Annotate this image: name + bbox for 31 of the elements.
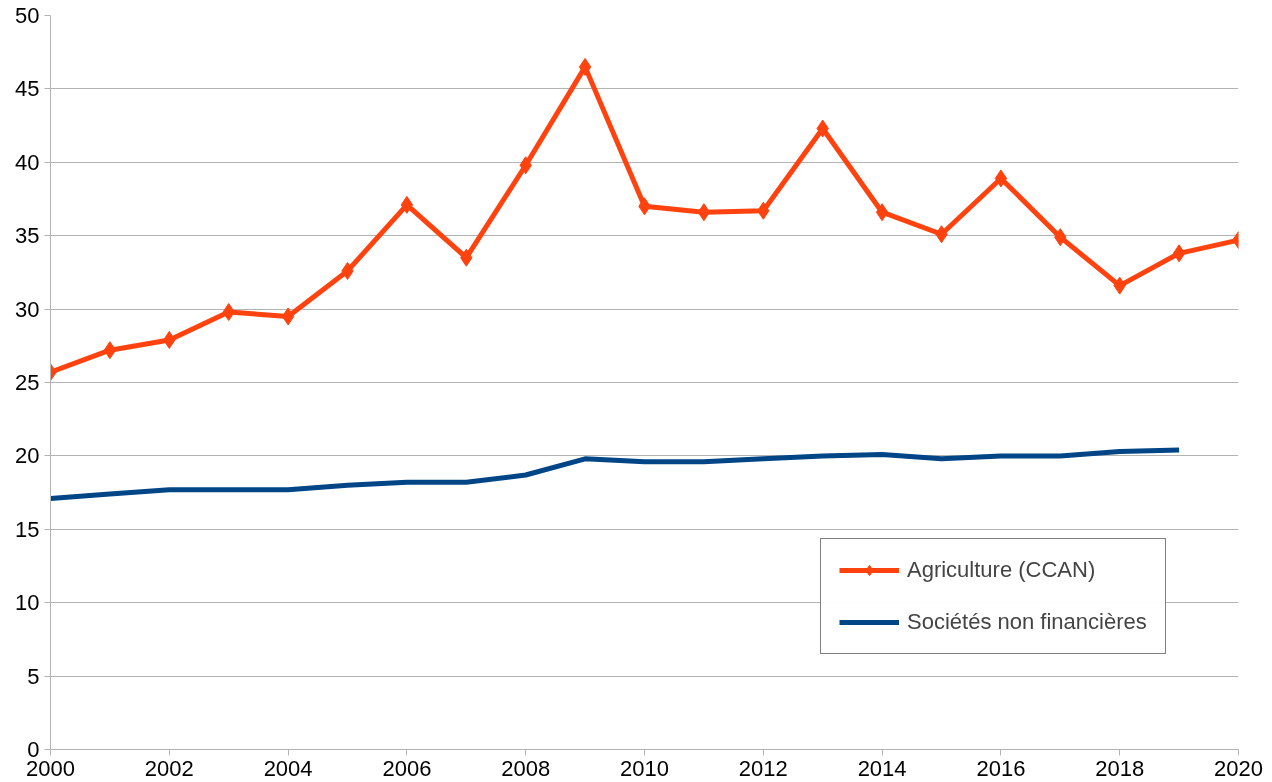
point [400,195,414,214]
point [103,341,117,360]
y-tick-label: 0 [27,737,40,762]
x-tick-label: 2008 [501,755,551,781]
x-tick-label: 2018 [1095,755,1145,781]
x-tick-label: 2016 [976,755,1026,781]
legend-label: Sociétés non financières [907,609,1147,635]
y-tick-label: 40 [15,149,40,175]
point [281,307,295,326]
x-tick-label: 2006 [382,755,432,781]
y-tick-label: 45 [15,76,40,102]
y-tick-label: 25 [15,370,40,395]
y-tick-label: 10 [15,590,40,616]
y-tick-label: 20 [15,443,40,469]
x-tick-label: 2014 [857,755,907,781]
y-tick-label: 35 [15,223,40,249]
x-tick-label: 2002 [144,755,194,781]
x-tick-label: 2020 [1214,755,1263,781]
x-tick-label: 2004 [263,755,313,781]
x-tick-label: 2010 [620,755,669,781]
legend-label: Agriculture (CCAN) [907,557,1096,583]
y-tick-label: 50 [15,3,40,28]
point [1172,244,1186,263]
y-tick-label: 15 [15,516,40,542]
point [578,57,592,76]
point [875,203,889,222]
x-tick-label: 2012 [738,755,788,781]
point [697,203,711,222]
point [994,169,1008,188]
y-tick-label: 5 [27,663,40,689]
y-tick-label: 30 [15,296,40,322]
